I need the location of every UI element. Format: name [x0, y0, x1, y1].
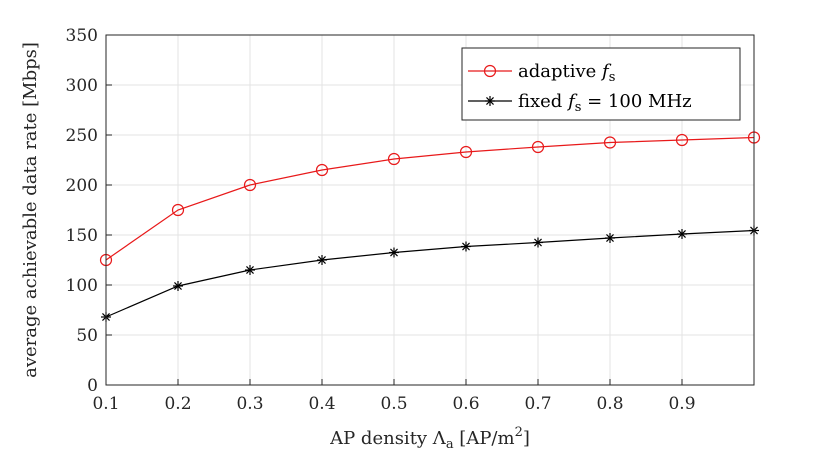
x-tick-label: 0.4 — [308, 394, 335, 414]
x-tick-label: 0.1 — [92, 394, 119, 414]
legend-asterisk — [485, 96, 495, 106]
data-point-adaptive — [603, 136, 617, 149]
x-tick-label: 0.6 — [452, 394, 479, 414]
data-point-fixed — [605, 233, 615, 243]
data-point-fixed — [245, 265, 255, 275]
data-point-fixed — [317, 255, 327, 265]
data-point-fixed — [533, 237, 543, 248]
data-point-adaptive — [315, 163, 329, 177]
series-line-fixed — [105, 229, 755, 318]
data-point-adaptive — [675, 133, 689, 147]
data-point-adaptive — [531, 140, 545, 154]
ticks: 0.1 0.2 0.3 0.4 0.5 0.6 0.7 0.8 0.9 0 50 100 150 200 2… — [66, 26, 696, 414]
legend-prefix-adaptive: adaptive — [518, 61, 602, 82]
plot-frame — [105, 34, 755, 386]
data-point-fixed — [461, 241, 471, 252]
y-tick-label: 300 — [66, 76, 98, 96]
y-tick-label: 100 — [66, 276, 98, 296]
x-tick-label: 0.3 — [236, 394, 263, 414]
x-axis-label-end: ] — [523, 428, 530, 449]
data-point-fixed — [389, 247, 399, 258]
x-tick-label: 0.9 — [668, 394, 695, 414]
x-axis-label-sup: 2 — [515, 425, 523, 440]
y-tick-label: 250 — [66, 126, 98, 146]
legend-marker-fixed — [485, 96, 495, 106]
x-tick-label: 0.7 — [524, 394, 551, 414]
legend-marker-adaptive — [483, 64, 497, 78]
data-point-fixed — [677, 229, 687, 239]
legend-label-adaptive: adaptive fs — [518, 61, 615, 85]
y-tick-label: 350 — [66, 26, 98, 46]
y-tick-label: 0 — [87, 376, 98, 396]
series-line-adaptive — [105, 136, 755, 261]
data-point-adaptive — [171, 203, 185, 217]
legend-sub-fixed: s — [575, 100, 582, 115]
legend-label-fixed: fixed fs = 100 MHz — [518, 91, 692, 115]
x-tick-label: 0.5 — [380, 394, 407, 414]
data-point-adaptive — [387, 152, 401, 166]
legend-box — [461, 47, 741, 121]
legend: adaptive fs fixed fs = 100 MHz — [461, 47, 741, 121]
legend-prefix-fixed: fixed — [518, 91, 568, 112]
y-tick-label: 200 — [66, 176, 98, 196]
legend-sub-adaptive: s — [609, 70, 616, 85]
x-axis-label: AP density Λa [AP/m2] — [329, 425, 530, 452]
x-tick-label: 0.2 — [164, 394, 191, 414]
x-axis-label-sub: a — [446, 437, 454, 452]
legend-suffix-fixed: = 100 MHz — [581, 91, 691, 112]
y-tick-label: 150 — [66, 226, 98, 246]
y-tick-label: 50 — [76, 326, 98, 346]
data-point-adaptive — [243, 178, 257, 192]
data-point-adaptive — [459, 145, 473, 159]
data-point-fixed — [173, 281, 183, 291]
y-axis-label: average achievable data rate [Mbps] — [20, 42, 41, 378]
x-axis-label-main: AP density Λ — [329, 428, 447, 449]
x-axis-label-tail: [AP/m — [454, 428, 515, 449]
x-tick-label: 0.8 — [596, 394, 623, 414]
